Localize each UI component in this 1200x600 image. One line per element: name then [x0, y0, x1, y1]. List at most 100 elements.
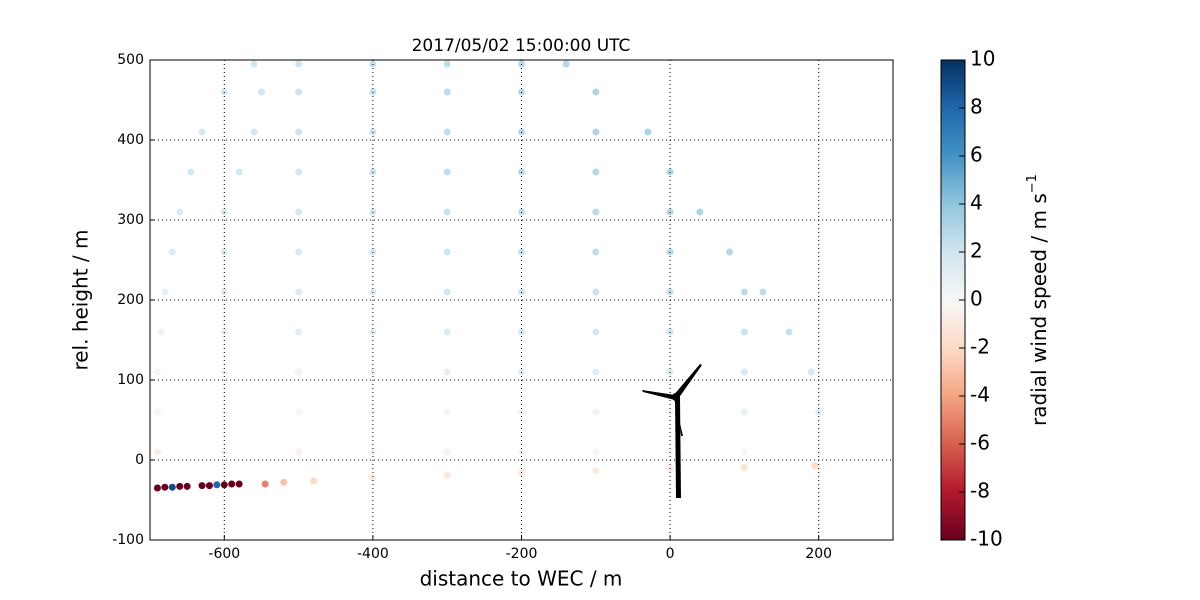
scatter-point [443, 288, 451, 296]
chart-title: 2017/05/02 15:00:00 UTC [412, 36, 631, 56]
scatter-point [295, 88, 303, 96]
scatter-point [443, 328, 451, 336]
scatter-point [807, 368, 815, 376]
x-tick-label: -200 [506, 546, 538, 562]
scatter-point [309, 477, 317, 485]
scatter-point [443, 448, 451, 456]
y-tick-label: 500 [117, 52, 144, 68]
scatter-point [161, 288, 169, 296]
y-tick-label: 0 [135, 452, 144, 468]
scatter-point [740, 288, 748, 296]
y-tick-label: 400 [117, 132, 144, 148]
colorbar-tick-label: 4 [970, 191, 983, 215]
scatter-point [280, 478, 288, 486]
scatter-point [592, 168, 600, 176]
colorbar-tick-label: -8 [970, 479, 990, 503]
wind-turbine [642, 364, 702, 498]
scatter-point [443, 471, 451, 479]
scatter-point [295, 128, 303, 136]
x-tick-label: -400 [357, 546, 389, 562]
scatter-point [257, 88, 265, 96]
scatter-point [592, 208, 600, 216]
scatter-point [592, 248, 600, 256]
colorbar-tick-label: -2 [970, 335, 990, 359]
scatter-point [153, 448, 161, 456]
scatter-point [168, 483, 176, 491]
colorbar-tick-label: 10 [970, 47, 995, 71]
scatter-point [726, 248, 734, 256]
x-tick-label: 0 [666, 546, 675, 562]
y-tick-label: 100 [117, 372, 144, 388]
scatter-point [443, 60, 451, 68]
colorbar-label-exponent: −1 [1025, 174, 1040, 193]
scatter-point [198, 482, 206, 490]
scatter-point [295, 328, 303, 336]
scatter-point [592, 368, 600, 376]
x-tick-label: -600 [208, 546, 240, 562]
x-tick-label: 200 [805, 546, 832, 562]
scatter-point [740, 368, 748, 376]
scatter-point [759, 288, 767, 296]
colorbar-label-text: radial wind speed / m s [1027, 193, 1051, 426]
scatter-point [187, 168, 195, 176]
colorbar-tick-label: -6 [970, 431, 990, 455]
scatter-point [235, 168, 243, 176]
scatter-point [644, 128, 652, 136]
colorbar-tick-label: 6 [970, 143, 983, 167]
scatter-point [228, 480, 236, 488]
scatter-points [153, 60, 823, 492]
scatter-point [161, 483, 169, 491]
scatter-point [205, 482, 213, 490]
scatter-point [295, 208, 303, 216]
scatter-point [198, 128, 206, 136]
scatter-point [295, 248, 303, 256]
scatter-point [295, 368, 303, 376]
y-tick-label: 200 [117, 292, 144, 308]
scatter-point [250, 60, 258, 68]
scatter-point [592, 448, 600, 456]
scatter-point [261, 480, 269, 488]
colorbar-tick-label: 8 [970, 95, 983, 119]
scatter-point [157, 328, 165, 336]
scatter-point [176, 208, 184, 216]
scatter-point [592, 288, 600, 296]
scatter-point [592, 128, 600, 136]
scatter-point [443, 208, 451, 216]
scatter-point [785, 328, 793, 336]
scatter-point [250, 128, 258, 136]
scatter-point [443, 368, 451, 376]
scatter-point [295, 168, 303, 176]
scatter-point [183, 482, 191, 490]
scatter-point [443, 168, 451, 176]
scatter-point [592, 88, 600, 96]
scatter-point [562, 60, 570, 68]
scatter-point [443, 248, 451, 256]
colorbar-label: radial wind speed / m s−1 [1025, 174, 1051, 426]
scatter-point [592, 328, 600, 336]
scatter-point [811, 462, 819, 470]
colorbar-tick-label: -4 [970, 383, 990, 407]
scatter-point [153, 368, 161, 376]
scatter-point [443, 88, 451, 96]
colorbar-tick-label: 0 [970, 287, 983, 311]
scatter-point [369, 474, 377, 482]
colorbar-tick-label: 2 [970, 239, 983, 263]
y-tick-label: 300 [117, 212, 144, 228]
scatter-point [295, 448, 303, 456]
colorbar-tick-label: -10 [970, 527, 1003, 551]
y-tick-label: -100 [112, 532, 144, 548]
scatter-point [295, 408, 303, 416]
scatter-point [740, 328, 748, 336]
scatter-point [592, 408, 600, 416]
y-axis-label: rel. height / m [69, 229, 93, 370]
scatter-point [168, 248, 176, 256]
scatter-point [443, 128, 451, 136]
scatter-point [295, 288, 303, 296]
scatter-point [592, 466, 600, 474]
scatter-point [443, 408, 451, 416]
scatter-point [696, 208, 704, 216]
scatter-point [176, 482, 184, 490]
scatter-point [740, 408, 748, 416]
scatter-point [295, 60, 303, 68]
